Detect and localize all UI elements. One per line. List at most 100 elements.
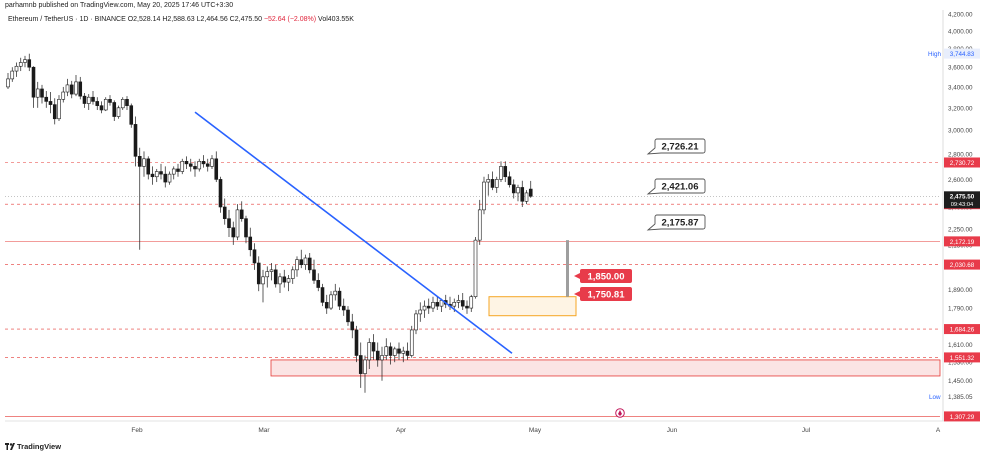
candle-body-down xyxy=(337,290,342,307)
candle-body-down xyxy=(222,206,227,219)
candle xyxy=(477,199,482,245)
candle-body-down xyxy=(193,166,197,170)
candle xyxy=(91,91,95,105)
time-tick-label: Mar xyxy=(258,427,270,434)
callout-box xyxy=(654,178,706,194)
candle xyxy=(414,310,418,335)
candle xyxy=(524,190,529,205)
candle-body-up xyxy=(422,305,427,311)
candle-body-down xyxy=(31,66,36,98)
candle xyxy=(448,296,452,311)
candle-body-down xyxy=(354,329,359,356)
candle-body-down xyxy=(205,163,210,167)
candle xyxy=(210,155,214,169)
candle-body-down xyxy=(507,176,512,186)
candle xyxy=(205,158,210,172)
candle xyxy=(35,81,40,108)
tradingview-logo[interactable]: TradingView xyxy=(5,442,61,451)
candle-body-up xyxy=(86,96,91,104)
candle-body-up xyxy=(35,88,40,98)
candle-body-down xyxy=(231,227,236,238)
candle xyxy=(44,91,49,108)
candle xyxy=(303,254,308,270)
candle-body-down xyxy=(388,346,393,356)
high-value-label: 3,744.83 xyxy=(950,51,975,58)
candle xyxy=(473,236,478,299)
callout-label: 2,726.21 xyxy=(662,142,700,153)
candle xyxy=(184,156,189,169)
candle-body-down xyxy=(176,168,180,172)
symbol-info: Ethereum / TetherUS · 1D · BINANCE O2,52… xyxy=(8,16,354,23)
candle xyxy=(227,209,231,237)
candle-body-down xyxy=(282,276,287,283)
time-tick-label: Feb xyxy=(131,427,143,434)
candle-body-down xyxy=(346,309,350,323)
candle xyxy=(239,201,244,222)
candle-body-down xyxy=(405,350,410,356)
time-tick-label: May xyxy=(529,427,542,434)
candle-body-down xyxy=(248,236,253,251)
candle xyxy=(23,55,27,68)
candle xyxy=(201,155,206,168)
candle-body-up xyxy=(295,259,299,271)
price-tick-label: 2,250.00 xyxy=(948,227,973,234)
candle xyxy=(27,53,32,72)
candle xyxy=(82,93,87,108)
candle xyxy=(6,73,10,89)
price-tick-label: 3,000.00 xyxy=(948,128,973,135)
candle-body-down xyxy=(95,101,100,106)
candle-body-down xyxy=(218,179,223,208)
candle xyxy=(397,342,401,360)
candle xyxy=(231,221,236,245)
axis-tag-box xyxy=(944,236,980,247)
candle-body-down xyxy=(324,302,329,309)
descending-trendline xyxy=(194,111,513,354)
axis-price-tag: 2,172.19 xyxy=(944,236,980,247)
axis-tag-label: 1,551.32 xyxy=(950,355,975,362)
callout-label: 1,750.81 xyxy=(588,290,626,301)
low-label: Low xyxy=(929,394,941,401)
candle-body-down xyxy=(91,96,95,102)
callout-pointer xyxy=(646,223,662,231)
candle xyxy=(482,176,486,215)
candle xyxy=(507,171,512,188)
candle-body-up xyxy=(10,70,15,80)
candle xyxy=(14,62,19,77)
breakout-candle-highlight xyxy=(566,240,569,297)
candle-body-up xyxy=(269,269,274,272)
candle xyxy=(150,166,155,185)
candle xyxy=(299,249,304,269)
candle xyxy=(516,184,520,202)
candle-body-down xyxy=(214,158,219,180)
candle-body-down xyxy=(27,59,32,68)
tradingview-icon xyxy=(5,443,15,450)
candle xyxy=(222,198,227,225)
candle-body-down xyxy=(316,280,321,288)
price-tick-label: 4,000.00 xyxy=(948,28,973,35)
candle-body-down xyxy=(397,348,401,354)
candle-body-down xyxy=(490,179,495,188)
candle-body-down xyxy=(239,209,244,219)
candle-body-down xyxy=(52,104,57,120)
candle xyxy=(197,158,202,172)
axis-tag-label: 2,730.72 xyxy=(950,160,975,167)
candle xyxy=(435,296,440,311)
candle xyxy=(528,180,533,198)
candle-body-down xyxy=(299,259,304,266)
candle-body-down xyxy=(465,305,469,309)
candle xyxy=(146,156,151,180)
candle-body-down xyxy=(375,350,380,361)
candle xyxy=(10,67,15,82)
candle-body-down xyxy=(163,173,168,183)
axis-price-tag: 2,730.72 xyxy=(944,157,980,168)
candle xyxy=(273,264,278,288)
candle xyxy=(341,298,346,316)
callout-pointer xyxy=(574,291,580,297)
candle-body-up xyxy=(380,355,384,361)
candle xyxy=(324,294,329,314)
callout-label: 1,850.00 xyxy=(588,272,625,283)
candle xyxy=(401,346,406,363)
candle-body-down xyxy=(252,249,257,264)
